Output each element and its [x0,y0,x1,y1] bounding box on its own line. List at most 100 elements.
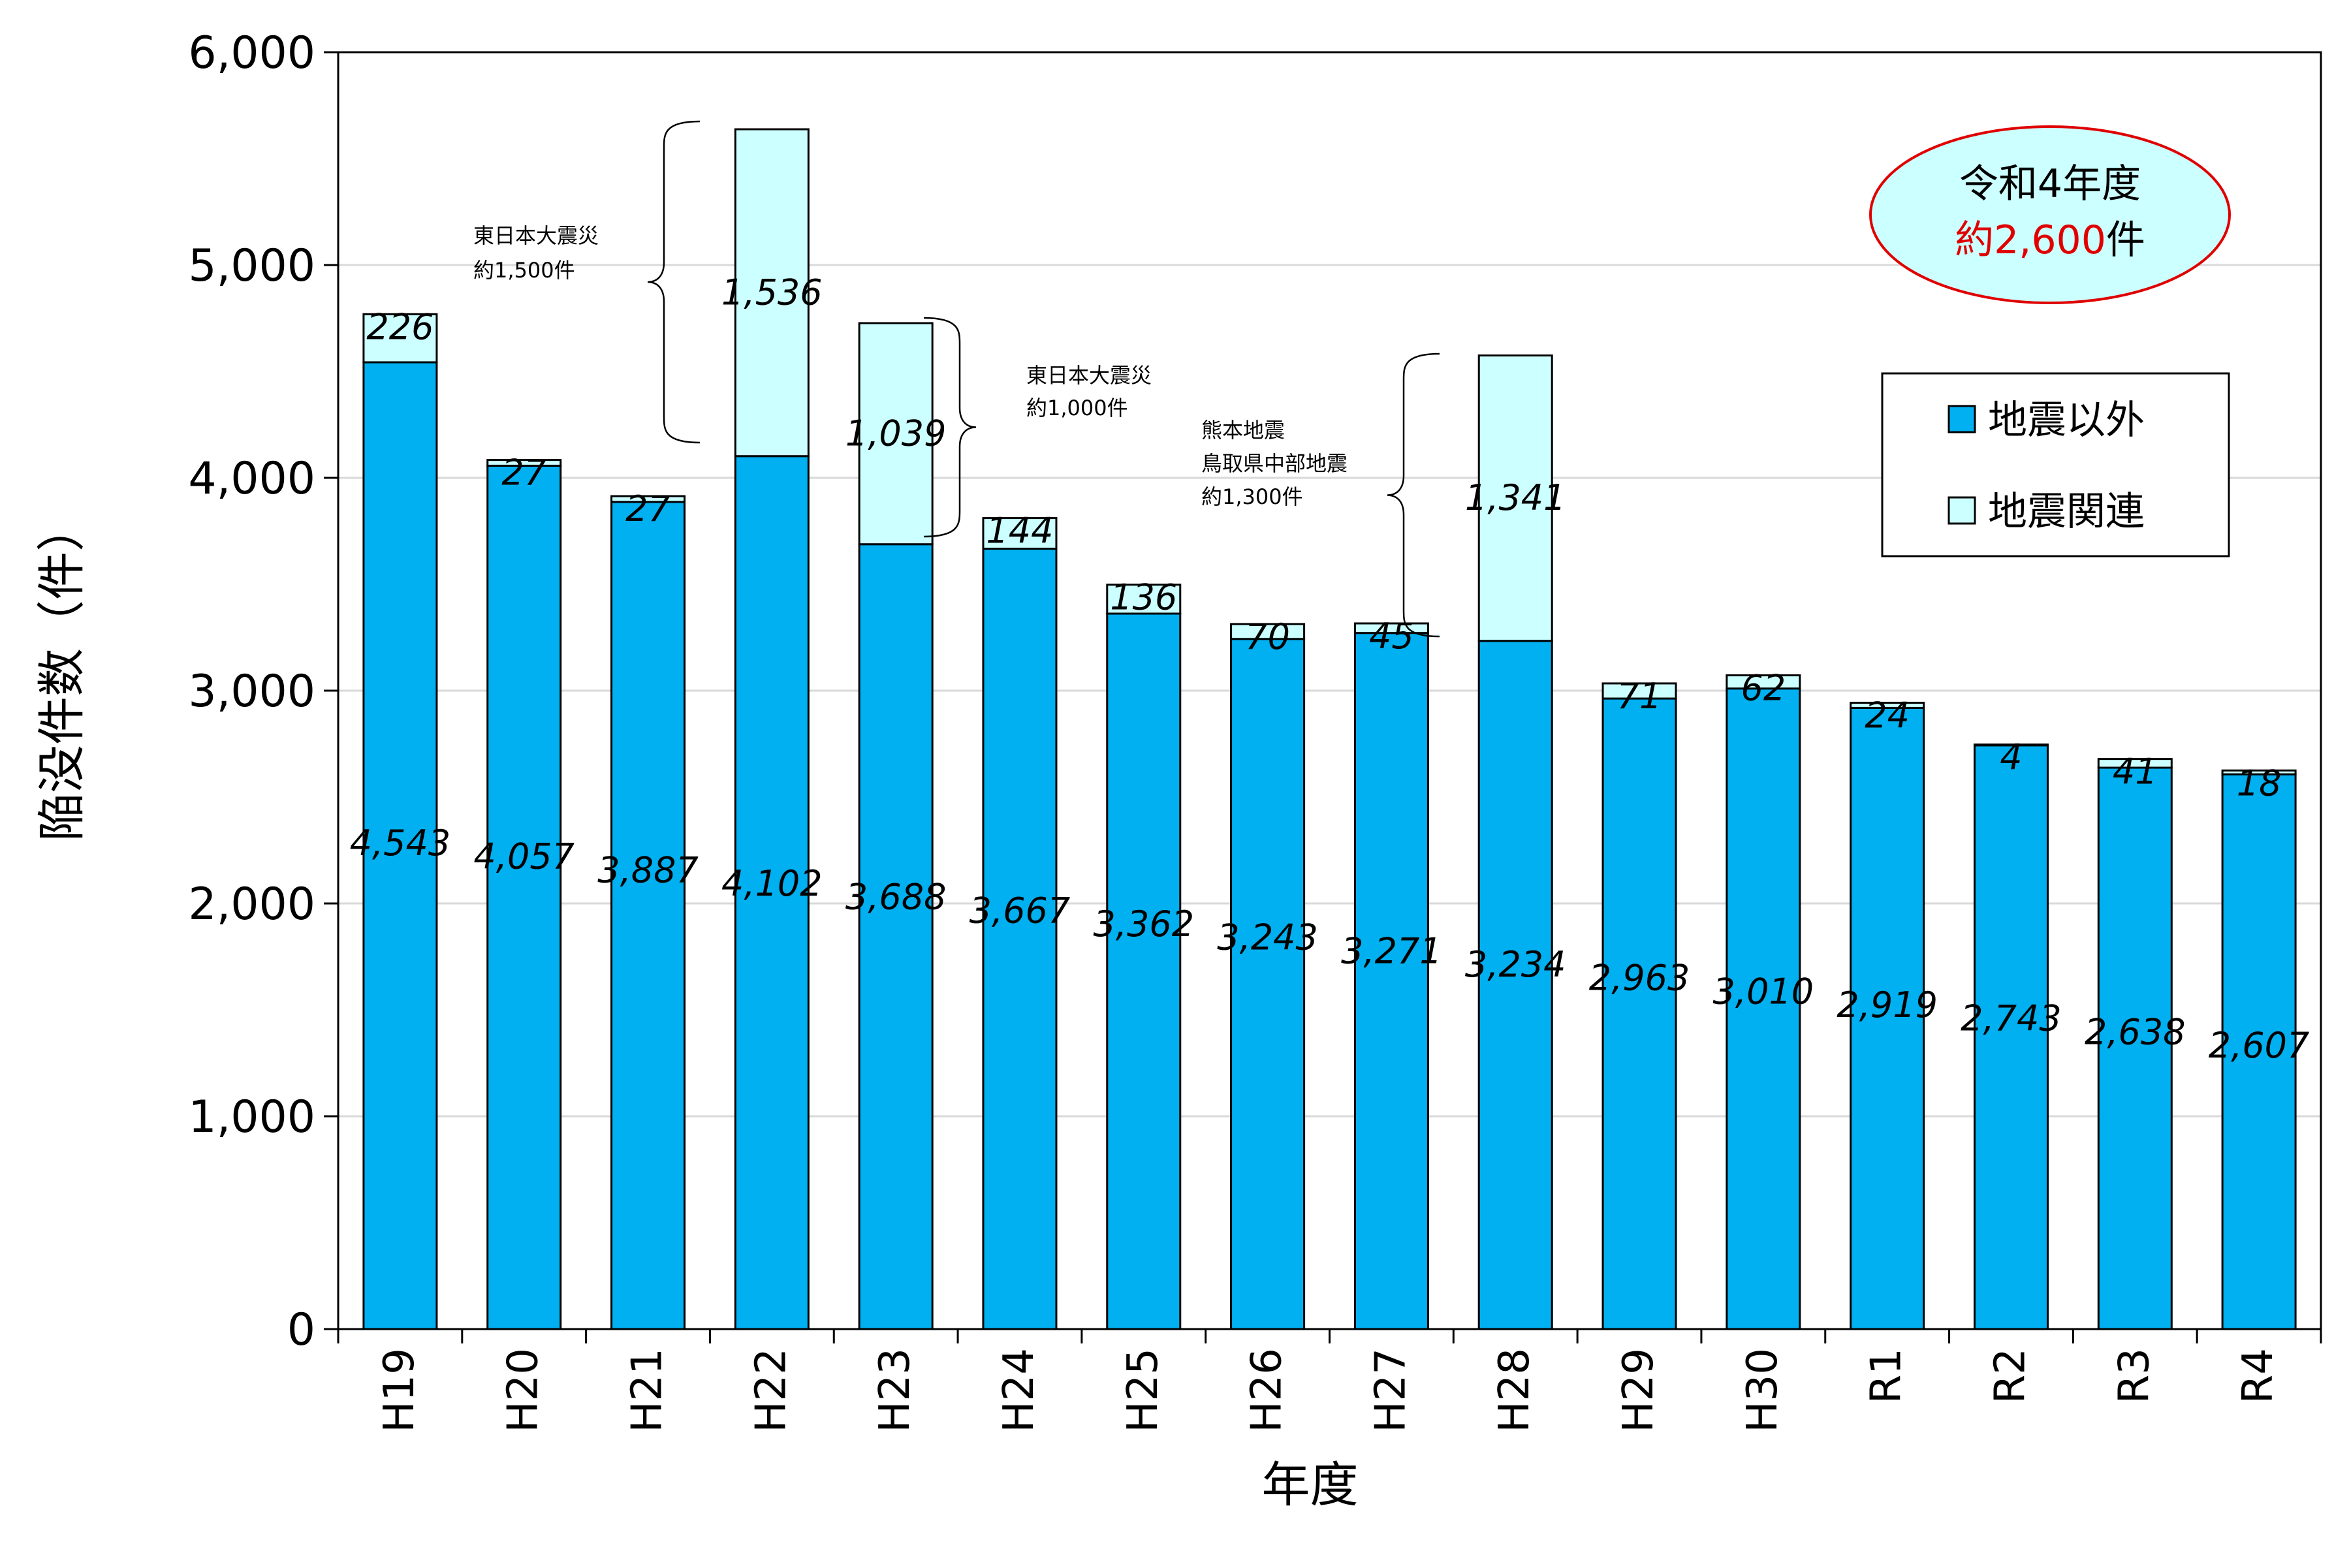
bar-quake-H25 [1106,584,1182,615]
callout-ellipse [1869,125,2231,304]
data-label-other: 2,919 [1837,984,1938,1026]
data-label-quake: 4 [2000,736,2022,777]
data-label-other: 4,057 [473,836,575,877]
data-label-other: 3,243 [1217,917,1318,958]
bar-quake-R4 [2221,769,2297,776]
y-tick-label: 2,000 [188,879,315,930]
data-label-quake: 27 [625,488,670,529]
x-tick-label: R3 [2110,1348,2158,1403]
bar-other-H27 [1353,632,1429,1330]
bar-quake-R1 [1850,702,1925,709]
data-label-quake: 226 [366,306,434,347]
legend-swatch-other [1948,405,1976,433]
data-label-other: 2,638 [2085,1011,2186,1052]
data-label-other: 3,667 [970,890,1071,931]
callout-line1: 令和4年度 [1959,161,2141,207]
bar-other-H23 [858,543,934,1330]
data-label-quake: 70 [1245,616,1290,657]
x-tick-label: H24 [995,1348,1043,1433]
bar-quake-H20 [486,459,562,467]
data-label-quake: 62 [1741,668,1786,709]
x-tick-label: H30 [1739,1348,1787,1433]
data-label-quake: 71 [1617,676,1662,717]
data-label-quake: 1,341 [1465,477,1566,518]
data-label-other: 4,102 [721,863,823,904]
x-tick-label: H19 [375,1348,424,1433]
x-tick-label: H20 [499,1348,548,1433]
callout-suffix-text: 件 [2106,217,2145,263]
brace-h28 [1387,353,1440,638]
data-label-quake: 18 [2237,762,2282,804]
bar-other-H20 [486,464,562,1330]
plot-frame [337,51,2322,1330]
bar-quake-H24 [982,517,1058,550]
annotation-h28-line1: 熊本地震 [1201,418,1285,443]
data-label-other: 3,010 [1713,971,1814,1012]
bar-other-R3 [2097,766,2173,1330]
bar-other-H29 [1601,697,1677,1330]
bar-quake-H26 [1230,623,1306,640]
brace-h23 [923,317,977,538]
data-label-quake: 1,536 [721,272,823,313]
bar-quake-R3 [2097,758,2173,769]
y-tick-label: 6,000 [188,27,315,79]
legend-label-other: 地震以外 [1988,398,2145,443]
bar-quake-H29 [1601,682,1677,700]
bar-other-H24 [982,548,1058,1330]
annotation-h28-line3: 約1,300件 [1201,484,1303,509]
y-axis-title: 陥没件数（件） [34,503,90,841]
x-tick-label: H21 [623,1348,672,1433]
data-label-other: 2,743 [1961,998,2062,1039]
data-label-other: 3,362 [1093,903,1194,945]
bar-quake-H19 [362,313,438,364]
annotation-h23-line1: 東日本大震災 [1026,363,1152,388]
callout-line2: 約2,600件 [1955,217,2145,263]
x-axis-title: 年度 [1262,1457,1359,1513]
annotation-h23-line2: 約1,000件 [1026,396,1128,420]
bar-quake-R2 [1973,743,2049,747]
callout-red-text: 約2,600 [1955,217,2106,263]
bar-other-H26 [1230,638,1306,1330]
data-label-quake: 41 [2113,751,2158,792]
data-label-quake: 136 [1110,577,1177,618]
data-label-other: 2,607 [2209,1025,2310,1066]
legend-box [1881,372,2230,557]
annotation-h28-line2: 鳥取県中部地震 [1201,451,1348,476]
x-tick-label: H25 [1119,1348,1167,1433]
legend-label-quake: 地震関連 [1988,489,2145,535]
data-label-other: 3,234 [1465,944,1566,985]
bar-other-H19 [362,361,438,1330]
data-label-quake: 45 [1369,616,1414,657]
bar-other-H25 [1106,612,1182,1330]
data-label-other: 3,688 [845,877,947,918]
y-tick-label: 3,000 [188,666,315,717]
data-label-other: 2,963 [1589,958,1690,999]
bar-quake-H30 [1726,674,1801,690]
data-label-other: 4,543 [350,823,451,864]
data-label-quake: 1,039 [845,413,947,454]
y-tick-label: 1,000 [188,1091,315,1143]
data-label-quake: 144 [986,510,1053,552]
bar-quake-H21 [610,495,686,503]
brace-h22 [647,120,701,444]
data-label-other: 3,271 [1341,930,1442,971]
bar-quake-H23 [858,322,934,546]
x-tick-label: H29 [1615,1348,1663,1433]
bar-quake-H22 [734,128,810,458]
legend-swatch-quake [1948,496,1976,525]
x-tick-label: R4 [2234,1348,2282,1403]
x-tick-label: R2 [1986,1348,2034,1403]
bar-other-H21 [610,501,686,1330]
x-tick-label: H27 [1366,1348,1415,1433]
x-tick-label: R1 [1863,1348,1911,1403]
data-label-quake: 27 [501,452,546,494]
x-tick-label: H26 [1243,1348,1291,1433]
data-label-other: 3,887 [597,849,699,890]
annotation-h22-line1: 東日本大震災 [473,223,599,248]
y-tick-label: 5,000 [188,240,315,292]
x-tick-label: H28 [1490,1348,1539,1433]
y-tick-label: 4,000 [188,453,315,505]
x-tick-label: H22 [747,1348,795,1433]
